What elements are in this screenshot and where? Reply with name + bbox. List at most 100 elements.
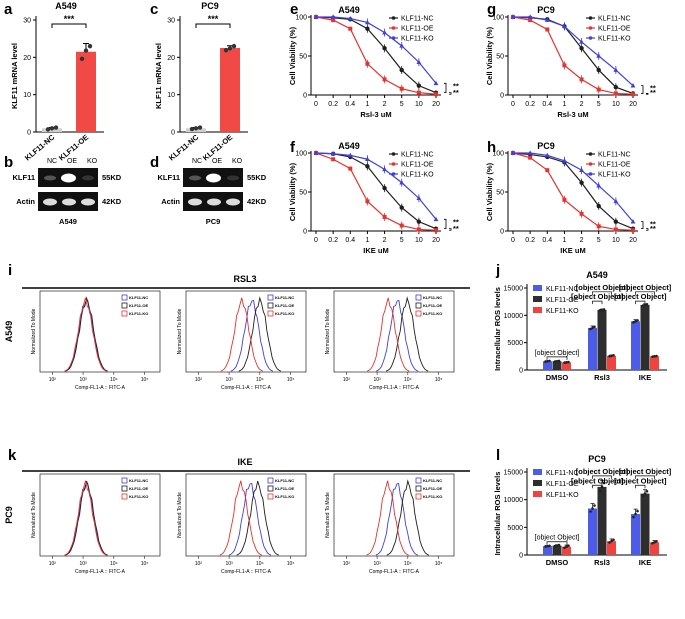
- bar: [631, 321, 640, 370]
- legend-marker: [391, 172, 396, 176]
- x-tick-label: IKE: [639, 558, 652, 567]
- significance-bracket: [635, 475, 655, 479]
- data-point: [544, 545, 547, 548]
- x-tick-label: Rsl3: [594, 373, 610, 382]
- y-tick-label: 100: [492, 15, 504, 22]
- x-axis-label: Comp-FL1-A :: FITC-A: [75, 569, 126, 575]
- legend-label: KLF11-NC: [546, 286, 579, 293]
- x-tick-label: 10²: [49, 377, 57, 383]
- y-tick-label: 0: [27, 130, 31, 137]
- x-tick-label: 20: [432, 101, 440, 108]
- significance-bracket: [444, 82, 447, 94]
- legend-marker: [588, 172, 593, 176]
- series-line: [513, 16, 634, 87]
- data-point: [528, 18, 533, 23]
- data-point: [365, 19, 370, 25]
- data-point: [613, 85, 619, 90]
- data-point: [596, 87, 601, 92]
- significance-label: [object Object]: [619, 283, 672, 292]
- data-point: [83, 48, 89, 53]
- x-tick-label: 10⁴: [256, 377, 264, 383]
- data-point: [613, 198, 619, 204]
- legend-swatch: [121, 294, 128, 301]
- panel-label-g: g: [487, 1, 496, 18]
- x-tick-label: 10⁵: [141, 561, 149, 567]
- significance-label: ***: [64, 14, 75, 24]
- chart-title: PC9: [588, 454, 606, 464]
- flow-title: RSL3: [233, 274, 256, 284]
- significance-bracket: [51, 23, 87, 28]
- x-tick-label: DMSO: [546, 558, 569, 567]
- data-point: [382, 77, 387, 82]
- x-tick-label: 10⁴: [256, 561, 264, 567]
- data-point: [653, 540, 656, 544]
- x-tick-label: 10⁵: [141, 377, 149, 383]
- legend-label: KLF11-OE: [401, 162, 434, 169]
- data-point: [579, 77, 584, 82]
- significance-label: **: [650, 224, 656, 233]
- data-point: [553, 544, 557, 548]
- y-tick-label: 30: [167, 18, 175, 25]
- x-tick-label: 0.2: [525, 101, 535, 108]
- blot-size-label: 55KD: [102, 173, 122, 182]
- data-point: [655, 539, 658, 543]
- data-point: [562, 197, 567, 202]
- x-tick-label: 10: [415, 101, 423, 108]
- x-axis-label: Comp-FL1-A :: FITC-A: [221, 569, 272, 575]
- blot-lane-label: OE: [67, 158, 77, 165]
- data-point: [347, 15, 353, 21]
- x-axis-label: Rsl-3 uM: [557, 110, 588, 119]
- blot-band: [82, 175, 94, 181]
- data-point: [643, 303, 647, 307]
- data-point: [562, 23, 567, 29]
- data-point: [527, 150, 533, 155]
- data-point: [365, 26, 370, 31]
- plot-frame: [185, 473, 307, 557]
- data-point: [548, 359, 551, 363]
- x-tick-label: 10³: [225, 377, 233, 383]
- chart-title: PC9: [201, 1, 219, 11]
- legend-label: KLF11-KO: [546, 492, 579, 499]
- legend-label: KLF11-NC: [129, 478, 148, 483]
- data-point: [365, 61, 370, 66]
- data-point: [416, 90, 421, 95]
- data-point: [189, 126, 195, 132]
- legend-marker: [588, 152, 593, 156]
- data-point: [365, 199, 370, 204]
- significance-label: **: [453, 81, 459, 90]
- significance-bracket: [592, 291, 612, 295]
- legend-swatch: [415, 485, 422, 492]
- y-axis-label: Cell Viability (%): [485, 162, 494, 221]
- x-tick-label: 10³: [79, 377, 87, 383]
- y-tick-label: 0: [500, 93, 504, 100]
- data-point: [365, 164, 370, 169]
- x-axis-label: Comp-FL1-A :: FITC-A: [221, 385, 272, 391]
- data-point: [555, 544, 559, 547]
- legend-label: KLF11-NC: [598, 152, 631, 159]
- x-tick-label: 10⁴: [110, 377, 118, 383]
- data-point: [45, 127, 51, 132]
- y-axis-label: Normalized To Mode: [31, 308, 37, 354]
- data-point: [382, 214, 387, 219]
- data-point: [598, 489, 602, 493]
- data-point: [348, 26, 353, 31]
- x-tick-label: 10²: [343, 561, 351, 567]
- y-axis-label: Normalized To Mode: [325, 308, 331, 354]
- x-tick-label: 10⁴: [404, 377, 412, 383]
- legend-swatch: [533, 480, 542, 486]
- data-point: [563, 546, 566, 549]
- data-point: [555, 359, 559, 363]
- chart-title: A549: [338, 5, 360, 15]
- data-point: [643, 492, 647, 495]
- x-axis-label: IKE uM: [363, 246, 388, 255]
- x-tick-label: 5: [597, 101, 601, 108]
- plot-frame: [333, 290, 455, 373]
- x-tick-label: 1: [365, 101, 369, 108]
- data-point: [313, 150, 319, 155]
- data-point: [655, 354, 658, 358]
